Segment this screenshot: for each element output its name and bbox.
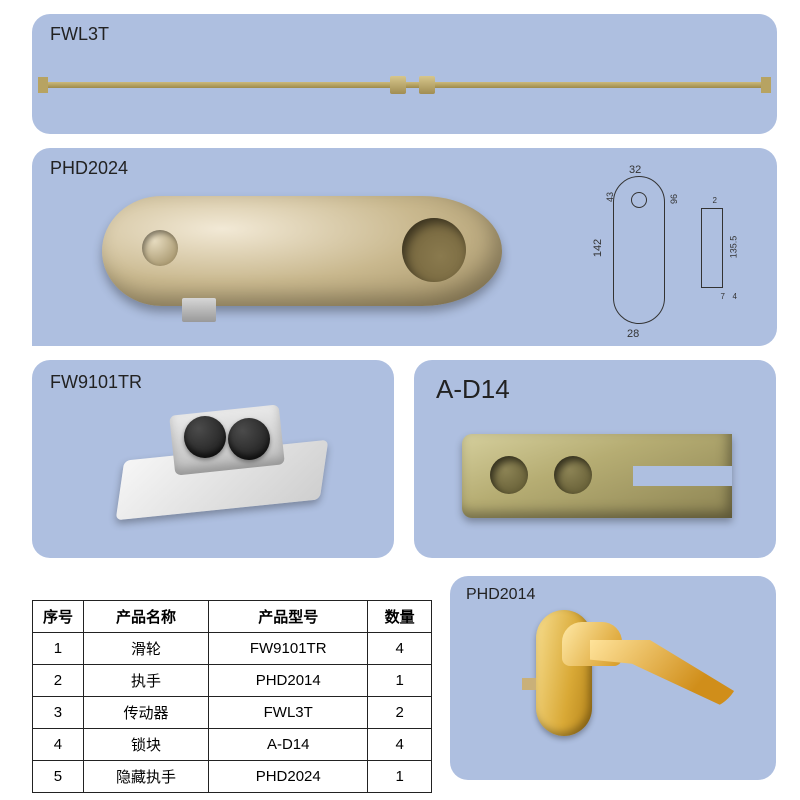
dim-sw1: 2 bbox=[713, 196, 717, 205]
rod-graphic bbox=[40, 82, 769, 88]
lockblock-fork bbox=[622, 434, 732, 518]
table-row: 4锁块A-D144 bbox=[33, 729, 432, 761]
table-cell: 1 bbox=[368, 761, 432, 793]
table-cell: 执手 bbox=[83, 665, 208, 697]
handle-foot bbox=[182, 298, 216, 322]
table-cell: 滑轮 bbox=[83, 633, 208, 665]
roller-wheel-2 bbox=[228, 418, 270, 460]
th-2: 产品型号 bbox=[209, 601, 368, 633]
table-row: 1滑轮FW9101TR4 bbox=[33, 633, 432, 665]
table-row: 3传动器FWL3T2 bbox=[33, 697, 432, 729]
dim-left: 142 bbox=[592, 239, 604, 257]
table-row: 2执手PHD20141 bbox=[33, 665, 432, 697]
table-cell: 4 bbox=[368, 729, 432, 761]
handle-graphic bbox=[102, 196, 502, 306]
label-ad14: A-D14 bbox=[436, 374, 510, 405]
label-phd2024: PHD2024 bbox=[50, 158, 128, 179]
tech-side bbox=[701, 208, 723, 288]
th-0: 序号 bbox=[33, 601, 84, 633]
label-fw9101tr: FW9101TR bbox=[50, 372, 142, 393]
table-body: 1滑轮FW9101TR42执手PHD201413传动器FWL3T24锁块A-D1… bbox=[33, 633, 432, 793]
table-cell: PHD2024 bbox=[209, 761, 368, 793]
dim-bottom: 28 bbox=[627, 328, 639, 340]
table-cell: PHD2014 bbox=[209, 665, 368, 697]
table-cell: FW9101TR bbox=[209, 633, 368, 665]
handle2-lever bbox=[562, 622, 732, 722]
table-row: 5隐藏执手PHD20241 bbox=[33, 761, 432, 793]
panel-fwl3t: FWL3T bbox=[32, 14, 777, 134]
table-cell: FWL3T bbox=[209, 697, 368, 729]
table-cell: 4 bbox=[33, 729, 84, 761]
dim-top: 32 bbox=[629, 164, 641, 176]
table-cell: 传动器 bbox=[83, 697, 208, 729]
table-cell: 2 bbox=[368, 697, 432, 729]
dim-hole: 43 bbox=[605, 192, 615, 202]
roller-wheel-1 bbox=[184, 416, 226, 458]
table-cell: A-D14 bbox=[209, 729, 368, 761]
panel-fw9101tr: FW9101TR bbox=[32, 360, 394, 558]
rod-end-left bbox=[38, 77, 48, 93]
table-cell: 隐藏执手 bbox=[83, 761, 208, 793]
table-cell: 3 bbox=[33, 697, 84, 729]
table-cell: 1 bbox=[368, 665, 432, 697]
dim-h: 96 bbox=[669, 194, 679, 204]
table-cell: 1 bbox=[33, 633, 84, 665]
table-cell: 锁块 bbox=[83, 729, 208, 761]
table-cell: 2 bbox=[33, 665, 84, 697]
table-header-row: 序号 产品名称 产品型号 数量 bbox=[33, 601, 432, 633]
tech-drawing: 32 142 43 96 28 135.5 2 7 4 bbox=[577, 168, 727, 336]
dim-sw3: 4 bbox=[733, 292, 737, 301]
panel-phd2014: PHD2014 bbox=[450, 576, 776, 780]
spec-table: 序号 产品名称 产品型号 数量 1滑轮FW9101TR42执手PHD201413… bbox=[32, 600, 432, 793]
panel-ad14: A-D14 bbox=[414, 360, 776, 558]
label-phd2014: PHD2014 bbox=[466, 586, 535, 604]
tech-hole bbox=[631, 192, 647, 208]
dim-sideh: 135.5 bbox=[729, 236, 739, 259]
label-fwl3t: FWL3T bbox=[50, 24, 109, 45]
th-1: 产品名称 bbox=[83, 601, 208, 633]
table-cell: 5 bbox=[33, 761, 84, 793]
dim-sw2: 7 bbox=[721, 292, 725, 301]
th-3: 数量 bbox=[368, 601, 432, 633]
table-cell: 4 bbox=[368, 633, 432, 665]
lockblock-graphic bbox=[462, 434, 732, 518]
panel-phd2024: PHD2024 32 142 43 96 28 135.5 2 7 4 bbox=[32, 148, 777, 346]
rod-end-right bbox=[761, 77, 771, 93]
